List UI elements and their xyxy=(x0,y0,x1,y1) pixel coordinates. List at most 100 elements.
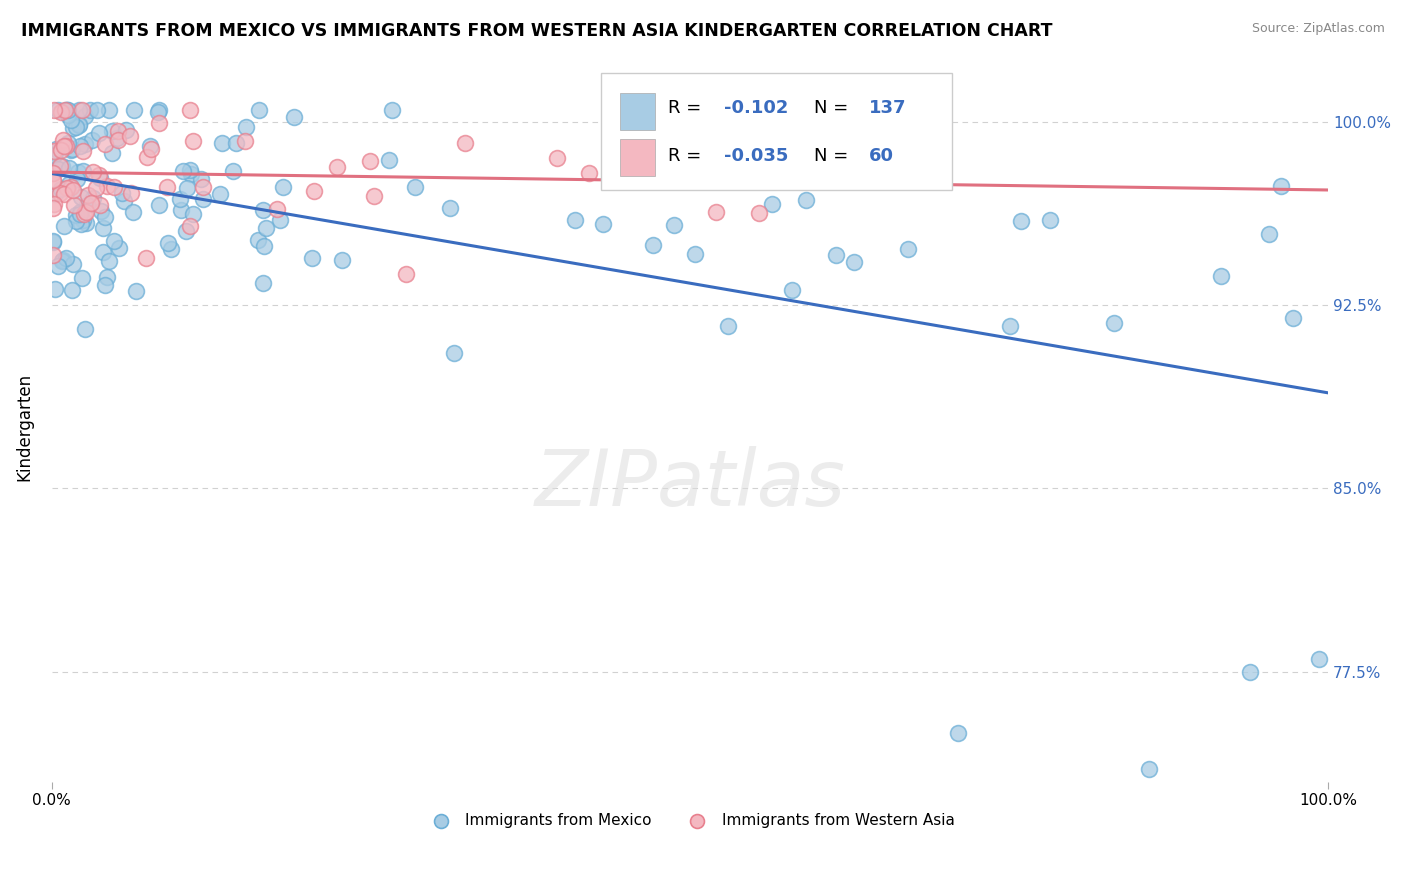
Point xyxy=(122,103,145,117)
Point xyxy=(49,182,72,196)
Point xyxy=(70,189,93,203)
Point xyxy=(824,248,846,262)
Point xyxy=(1282,311,1305,326)
Point xyxy=(439,201,461,215)
Point xyxy=(73,137,96,152)
Point xyxy=(49,160,72,174)
Point xyxy=(794,193,817,207)
Point xyxy=(125,284,148,298)
Point xyxy=(269,213,291,227)
Point xyxy=(1137,763,1160,777)
Point xyxy=(70,270,93,285)
Point xyxy=(52,253,75,268)
Point xyxy=(52,133,75,147)
Point xyxy=(156,235,179,250)
Point xyxy=(578,166,600,180)
Point xyxy=(704,205,727,219)
Point xyxy=(60,283,83,297)
Point xyxy=(51,159,73,173)
Point xyxy=(1270,178,1292,193)
Point xyxy=(46,260,69,274)
Point xyxy=(1308,652,1330,666)
Point xyxy=(75,205,97,219)
Point xyxy=(332,253,354,268)
Point xyxy=(443,345,465,359)
Point xyxy=(381,103,404,118)
Point xyxy=(60,144,83,158)
Point xyxy=(73,321,96,335)
Text: R =: R = xyxy=(668,99,707,118)
Point xyxy=(148,116,170,130)
Point xyxy=(761,197,783,211)
Text: N =: N = xyxy=(814,147,853,165)
Point xyxy=(271,180,294,194)
Point xyxy=(394,267,416,281)
Text: 137: 137 xyxy=(869,99,905,118)
Point xyxy=(82,191,104,205)
FancyBboxPatch shape xyxy=(600,73,952,190)
Point xyxy=(254,220,277,235)
Point xyxy=(80,133,103,147)
Point xyxy=(96,269,118,284)
Text: -0.035: -0.035 xyxy=(724,147,789,165)
Point xyxy=(44,103,66,117)
Point xyxy=(51,253,73,268)
Point xyxy=(87,126,110,140)
Point xyxy=(48,186,70,201)
Point xyxy=(235,120,257,135)
Point xyxy=(55,103,77,117)
Point xyxy=(58,177,80,191)
Point xyxy=(94,211,117,225)
Point xyxy=(183,134,205,148)
Point xyxy=(179,103,201,117)
Point xyxy=(222,164,245,178)
Bar xyxy=(620,93,655,129)
Point xyxy=(181,207,204,221)
Point xyxy=(42,234,65,248)
Text: ZIPatlas: ZIPatlas xyxy=(534,446,845,522)
Point xyxy=(209,186,232,201)
Bar xyxy=(620,139,655,176)
Text: R =: R = xyxy=(668,147,707,165)
Point xyxy=(247,103,270,117)
Point xyxy=(326,160,349,174)
Point xyxy=(662,219,685,233)
Point xyxy=(302,184,325,198)
Point xyxy=(77,187,100,202)
Point xyxy=(101,146,124,161)
Point xyxy=(564,212,586,227)
Point xyxy=(44,147,66,161)
Point xyxy=(546,152,568,166)
Point xyxy=(135,150,157,164)
Point xyxy=(717,319,740,334)
Point xyxy=(89,168,111,182)
Point xyxy=(107,133,129,147)
Point xyxy=(1258,227,1281,242)
Point xyxy=(79,103,101,117)
Point xyxy=(148,198,170,212)
Point xyxy=(42,235,65,249)
Point xyxy=(84,181,107,195)
Point xyxy=(98,103,121,117)
Text: 60: 60 xyxy=(869,147,894,165)
Y-axis label: Kindergarten: Kindergarten xyxy=(15,373,32,482)
Point xyxy=(266,202,288,216)
Point xyxy=(359,154,381,169)
Point xyxy=(86,103,108,117)
Point xyxy=(193,192,215,206)
Point xyxy=(748,206,770,220)
Point xyxy=(641,238,664,252)
Point xyxy=(56,103,79,117)
Point xyxy=(1039,213,1062,227)
Point xyxy=(135,251,157,265)
Point xyxy=(148,103,170,117)
Point xyxy=(101,124,124,138)
Point xyxy=(1209,268,1232,283)
Point xyxy=(44,146,66,161)
Point xyxy=(225,136,247,150)
Point xyxy=(56,103,79,117)
Point xyxy=(174,224,197,238)
Point xyxy=(842,255,865,269)
Point xyxy=(96,178,118,193)
Point xyxy=(62,183,84,197)
